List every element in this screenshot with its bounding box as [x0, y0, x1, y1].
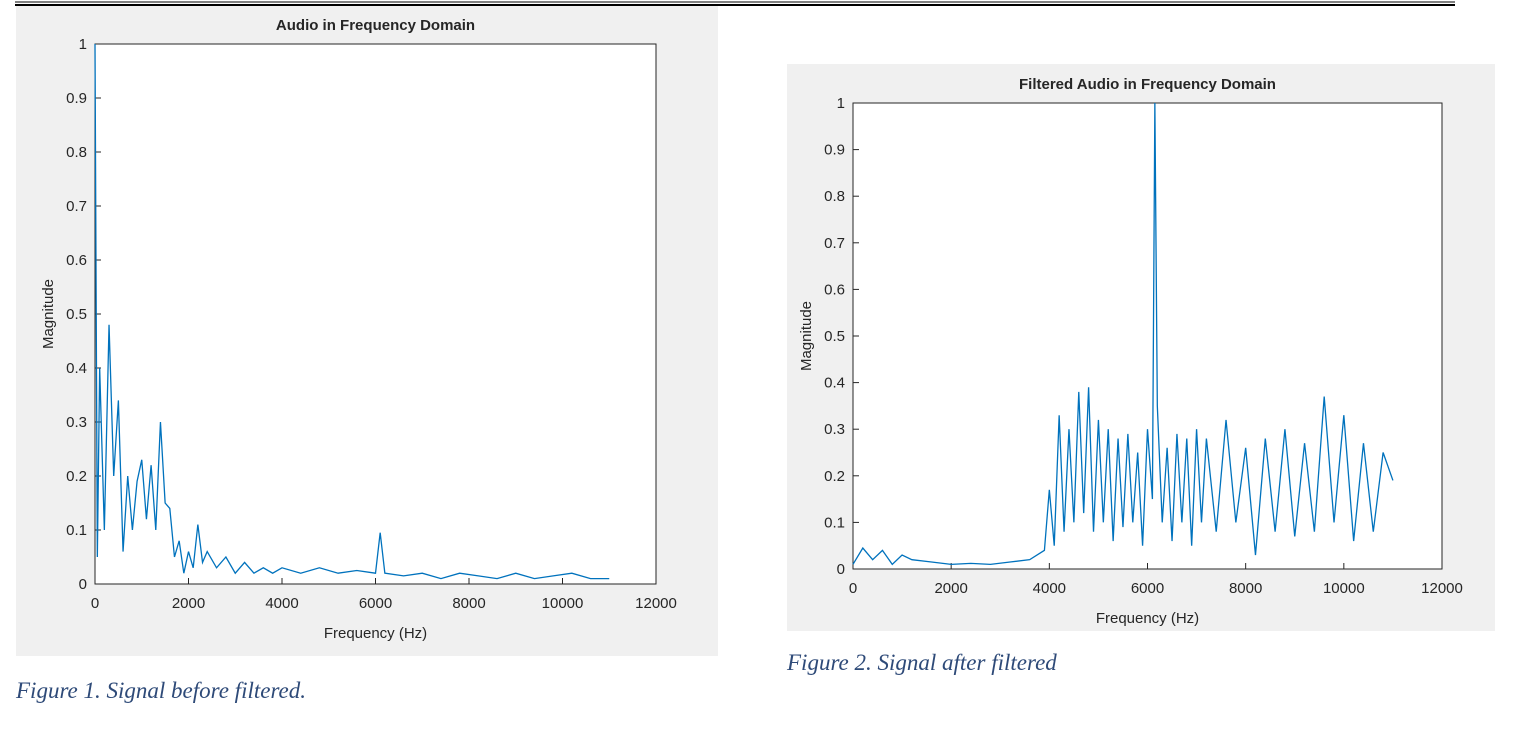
y-tick-label: 0.5 [824, 328, 845, 345]
x-tick-label: 0 [849, 580, 857, 597]
y-tick-label: 0.8 [66, 144, 87, 161]
x-tick-label: 4000 [265, 595, 298, 612]
figure-caption: Figure 1. Signal before filtered. [15, 678, 306, 703]
y-tick-label: 0.2 [66, 468, 87, 485]
x-tick-label: 4000 [1033, 580, 1066, 597]
plot-area [852, 102, 1443, 570]
figure-caption: Figure 2. Signal after filtered [786, 650, 1057, 675]
y-tick-label: 0.2 [824, 468, 845, 485]
y-tick-label: 0.1 [66, 522, 87, 539]
x-tick-label: 8000 [452, 595, 485, 612]
x-tick-label: 10000 [1323, 580, 1365, 597]
x-tick-label: 12000 [635, 595, 677, 612]
y-tick-label: 0.6 [824, 281, 845, 298]
y-tick-label: 1 [837, 95, 845, 112]
y-tick-label: 0.3 [824, 421, 845, 438]
x-tick-label: 6000 [359, 595, 392, 612]
y-tick-label: 0.4 [824, 375, 845, 392]
x-tick-label: 2000 [934, 580, 967, 597]
y-tick-label: 0.7 [824, 235, 845, 252]
y-tick-label: 0.9 [824, 142, 845, 159]
y-tick-label: 0.3 [66, 414, 87, 431]
x-axis-label: Frequency (Hz) [1096, 610, 1199, 627]
signal-line [852, 102, 1394, 566]
y-tick-label: 0.7 [66, 198, 87, 215]
x-tick-label: 2000 [172, 595, 205, 612]
chart-title: Filtered Audio in Frequency Domain [1019, 76, 1276, 93]
y-tick-label: 1 [79, 36, 87, 53]
x-tick-label: 8000 [1229, 580, 1262, 597]
y-tick-label: 0.6 [66, 252, 87, 269]
x-tick-label: 0 [91, 595, 99, 612]
x-tick-label: 10000 [542, 595, 584, 612]
y-tick-label: 0.8 [824, 188, 845, 205]
y-axis-label: Magnitude [40, 279, 57, 349]
y-tick-label: 0.1 [824, 514, 845, 531]
y-tick-label: 0 [79, 576, 87, 593]
chart-title: Audio in Frequency Domain [276, 17, 475, 34]
y-axis-label: Magnitude [798, 301, 815, 371]
x-axis-label: Frequency (Hz) [324, 625, 427, 642]
y-tick-label: 0.5 [66, 306, 87, 323]
y-tick-label: 0 [837, 561, 845, 578]
signal-line [94, 43, 610, 580]
y-tick-label: 0.9 [66, 90, 87, 107]
y-tick-label: 0.4 [66, 360, 87, 377]
plot-area [94, 43, 657, 585]
x-tick-label: 6000 [1131, 580, 1164, 597]
x-tick-label: 12000 [1421, 580, 1463, 597]
